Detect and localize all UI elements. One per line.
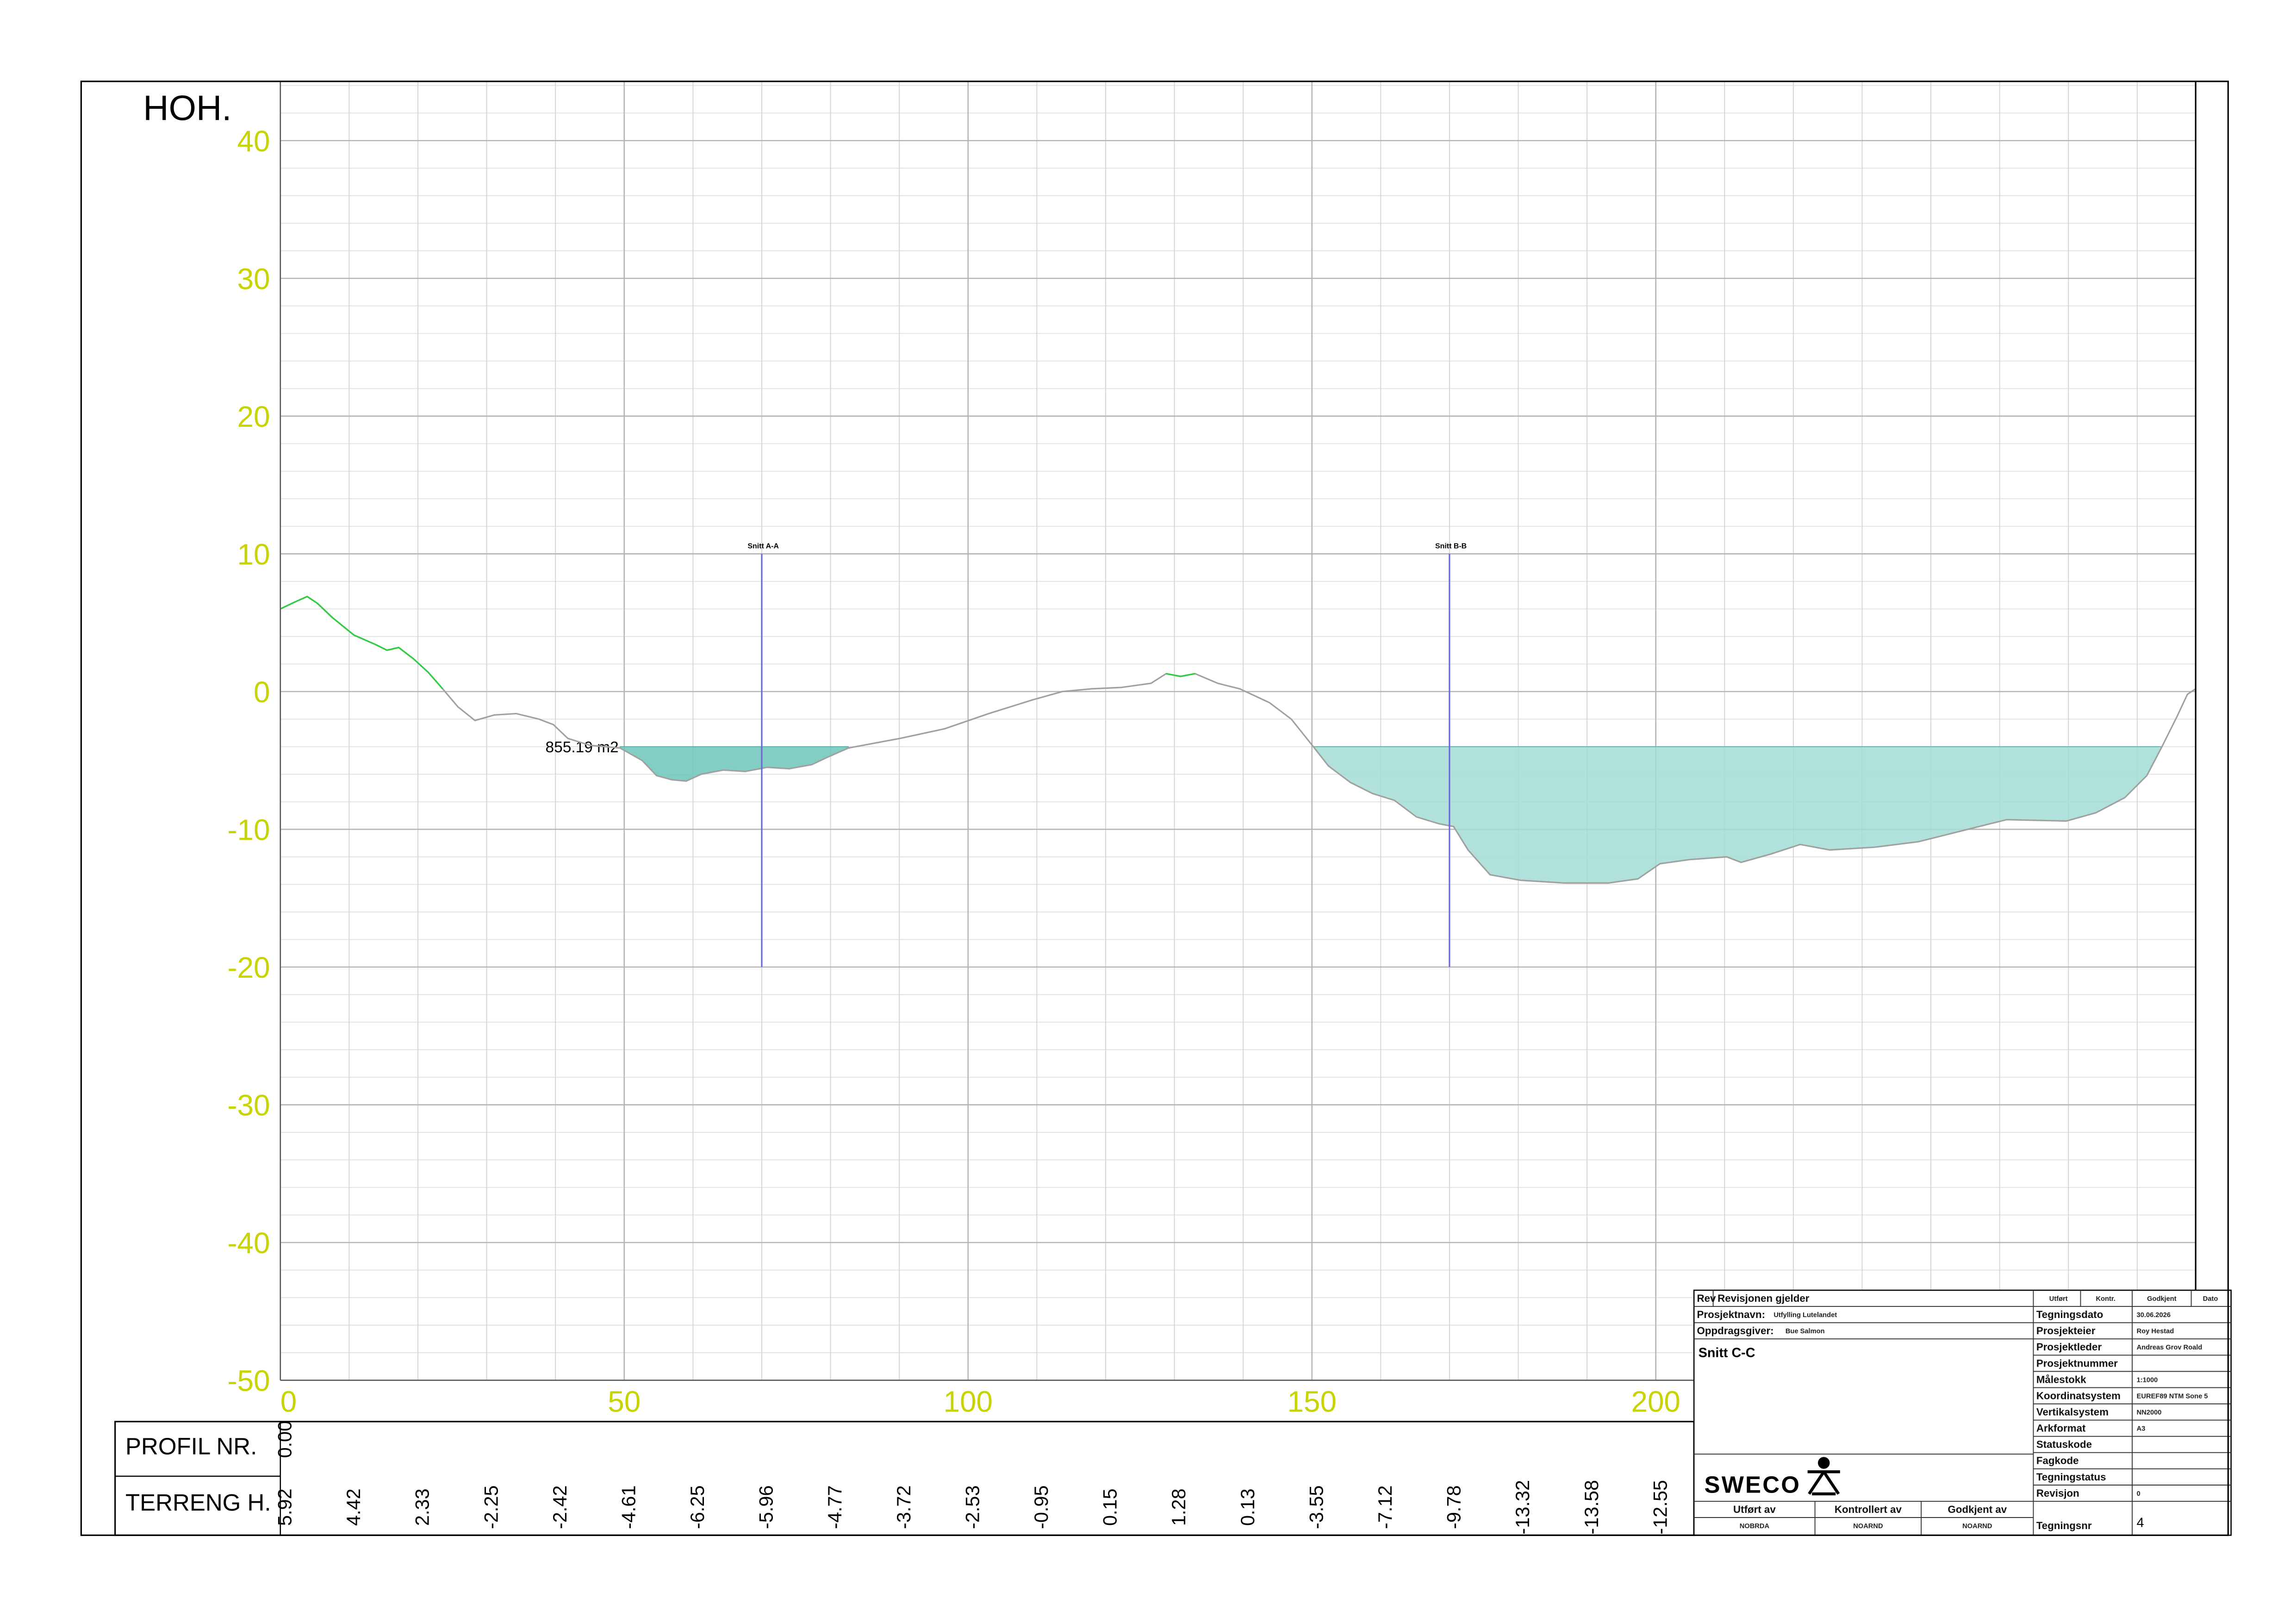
title-block-frame xyxy=(1693,1289,2232,1536)
title-block: Rev Revisjonen gjelder Utført Kontr. God… xyxy=(1693,1289,2232,1536)
rev-label: Rev xyxy=(1697,1293,1717,1304)
info-label: Målestokk xyxy=(2036,1374,2086,1385)
info-label: Revisjon xyxy=(2036,1487,2079,1499)
terrain-height: 4.42 xyxy=(342,1488,364,1526)
x-tick-label: 200 xyxy=(1631,1385,1680,1418)
terrain-highlight xyxy=(1166,673,1195,677)
info-value: 30.06.2026 xyxy=(2137,1312,2171,1319)
terrain-height: -12.55 xyxy=(1649,1480,1671,1535)
approval-header: Dato xyxy=(2203,1295,2218,1303)
info-label: Prosjekteier xyxy=(2036,1325,2096,1337)
y-tick-label: -40 xyxy=(227,1226,270,1260)
approval-header: Utført xyxy=(2049,1295,2068,1303)
y-tick-label: 30 xyxy=(237,262,270,295)
sheet-border xyxy=(80,81,2229,1536)
info-label: Tegningsdato xyxy=(2036,1309,2103,1320)
signature-value: NOBRDA xyxy=(1740,1523,1770,1530)
terrain-height: 0.13 xyxy=(1237,1488,1258,1526)
y-tick-label: -30 xyxy=(227,1089,270,1122)
rev-label: Revisjonen gjelder xyxy=(1717,1293,1810,1304)
terrain-height: -4.61 xyxy=(617,1485,639,1529)
y-tick-label: 40 xyxy=(237,125,270,158)
approval-header: Kontr. xyxy=(2096,1295,2116,1303)
info-label: Tegningsnr xyxy=(2036,1520,2092,1531)
terrain-height: -4.77 xyxy=(824,1485,846,1529)
grid xyxy=(280,81,2196,1381)
y-tick-label: 0 xyxy=(254,675,270,709)
info-label: Fagkode xyxy=(2036,1455,2079,1467)
terrain-height: 1.28 xyxy=(1168,1488,1189,1526)
terrain-height: -6.25 xyxy=(686,1485,708,1529)
info-label: Arkformat xyxy=(2036,1423,2086,1434)
y-tick-label: 20 xyxy=(237,400,270,433)
info-value: NN2000 xyxy=(2137,1409,2162,1417)
logo: SWECO xyxy=(1704,1472,1801,1498)
signature-value: NOARND xyxy=(1853,1523,1883,1530)
field-label: Oppdragsgiver: xyxy=(1697,1325,1774,1337)
info-value: EUREF89 NTM Sone 5 xyxy=(2137,1393,2208,1400)
terrain-height: -2.42 xyxy=(549,1485,571,1529)
y-tick-label: -50 xyxy=(227,1364,270,1398)
terrain-height: -5.96 xyxy=(755,1485,777,1529)
approval-header: Godkjent xyxy=(2147,1295,2177,1303)
y-tick-label: -20 xyxy=(227,951,270,984)
y-tick-label: 10 xyxy=(237,538,270,571)
info-value: Andreas Grov Roald xyxy=(2137,1344,2203,1351)
signature-label: Kontrollert av xyxy=(1835,1504,1902,1515)
info-label: Prosjektleder xyxy=(2036,1341,2102,1353)
terrain-height: -0.95 xyxy=(1030,1485,1052,1529)
signature-label: Utført av xyxy=(1733,1504,1776,1515)
terrain-height: 5.92 xyxy=(274,1488,295,1526)
terrain-height: -13.32 xyxy=(1512,1480,1533,1535)
profile-number: 0.00 xyxy=(274,1421,295,1458)
terrain-height: 2.33 xyxy=(411,1488,433,1526)
info-label: Tegningstatus xyxy=(2036,1471,2106,1483)
info-value: 1:1000 xyxy=(2137,1376,2158,1384)
terrain-height: -13.58 xyxy=(1580,1480,1602,1535)
signature-label: Godkjent av xyxy=(1948,1504,2007,1515)
info-label: Statuskode xyxy=(2036,1439,2092,1450)
drawing-title: Snitt C-C xyxy=(1699,1346,1755,1361)
info-value: 0 xyxy=(2137,1490,2140,1498)
terrain-height: -3.55 xyxy=(1305,1485,1327,1529)
terrain-height: -2.25 xyxy=(480,1485,502,1529)
info-value: Roy Hestad xyxy=(2137,1328,2174,1335)
info-value: 4 xyxy=(2137,1515,2144,1530)
y-tick-label: -10 xyxy=(227,813,270,847)
section-label: Snitt B-B xyxy=(1435,543,1467,550)
row-label: PROFIL NR. xyxy=(125,1433,257,1460)
field-value: Utfylling Lutelandet xyxy=(1773,1312,1837,1319)
terrain-height: -7.12 xyxy=(1374,1485,1396,1529)
terrain-height: -9.78 xyxy=(1443,1485,1465,1529)
logo-mark xyxy=(1807,1457,1840,1496)
terrain-height: -2.53 xyxy=(961,1485,983,1529)
row-label: TERRENG H. xyxy=(125,1489,271,1516)
y-axis-title: HOH. xyxy=(143,89,231,128)
x-tick-label: 100 xyxy=(944,1385,993,1418)
x-tick-label: 50 xyxy=(608,1385,641,1418)
x-tick-label: 0 xyxy=(280,1385,297,1418)
info-label: Vertikalsystem xyxy=(2036,1406,2109,1418)
x-tick-label: 150 xyxy=(1288,1385,1337,1418)
section-label: Snitt A-A xyxy=(747,543,779,550)
field-label: Prosjektnavn: xyxy=(1697,1309,1765,1320)
signature-value: NOARND xyxy=(1962,1523,1992,1530)
field-value: Bue Salmon xyxy=(1786,1328,1825,1335)
terrain-highlight xyxy=(280,595,443,689)
terrain-height: 0.15 xyxy=(1099,1488,1121,1526)
info-label: Prosjektnummer xyxy=(2036,1357,2118,1369)
info-label: Koordinatsystem xyxy=(2036,1390,2121,1401)
terrain-height: -3.72 xyxy=(893,1485,915,1529)
terrain-line xyxy=(280,595,2196,884)
info-value: A3 xyxy=(2137,1425,2146,1433)
